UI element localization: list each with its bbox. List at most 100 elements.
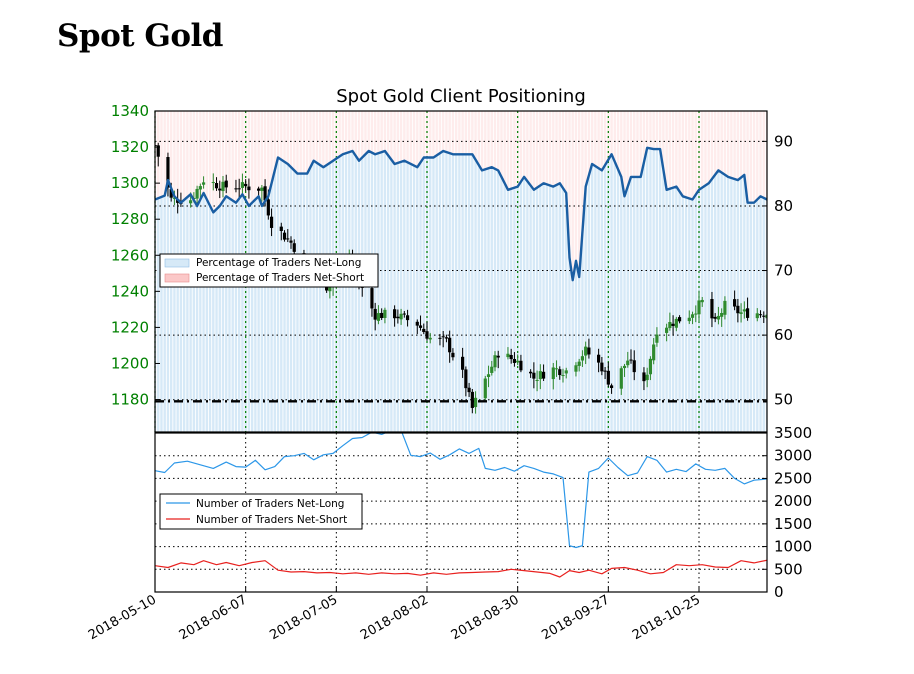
net-long-bar xyxy=(429,157,432,432)
net-long-bar xyxy=(157,198,160,432)
net-short-bar xyxy=(565,111,568,194)
candle-down xyxy=(244,183,248,187)
candle-down xyxy=(214,183,219,189)
right-tick-label: 90 xyxy=(774,132,793,150)
net-short-bar xyxy=(458,111,461,155)
candle-down xyxy=(405,315,410,321)
candle-down xyxy=(541,371,546,379)
net-long-bar xyxy=(231,200,234,432)
candle-down xyxy=(745,308,750,318)
net-short-bar xyxy=(448,111,451,154)
net-short-bar xyxy=(594,111,597,167)
net-short-bar xyxy=(189,111,192,195)
candle-down xyxy=(402,313,406,315)
candle-down xyxy=(609,385,614,389)
net-long-bar xyxy=(325,165,328,432)
net-short-bar xyxy=(513,111,516,188)
candle-up xyxy=(376,313,381,321)
candle-up xyxy=(490,366,494,373)
net-short-bar xyxy=(163,111,166,196)
net-long-bar xyxy=(675,186,678,432)
net-long-bar xyxy=(250,202,254,432)
candle-down xyxy=(373,308,377,320)
right-tick-label: 70 xyxy=(774,262,793,280)
candle-up xyxy=(399,313,403,320)
net-long-bar xyxy=(577,276,581,432)
x-tick-label: 2018-05-10 xyxy=(86,592,159,643)
net-long-bar xyxy=(192,200,196,432)
net-short-bar xyxy=(480,111,484,171)
left-tick-label: 1320 xyxy=(111,138,149,156)
net-long-bar xyxy=(189,194,192,432)
net-short-bar xyxy=(620,111,623,177)
net-short-bar xyxy=(432,111,435,158)
candle-down xyxy=(438,337,442,339)
count-tick-label: 3500 xyxy=(774,424,812,442)
net-short-bar xyxy=(454,111,458,155)
net-long-bar xyxy=(348,152,351,432)
net-long-bar xyxy=(309,167,312,432)
net-long-bar xyxy=(752,202,756,432)
net-short-bar xyxy=(192,111,196,201)
candle-down xyxy=(396,316,400,319)
net-long-bar xyxy=(590,163,594,432)
net-long-bar xyxy=(730,177,733,432)
net-long-bar xyxy=(419,162,422,432)
net-long-bar xyxy=(717,170,720,432)
candle-down xyxy=(733,299,737,307)
candle-up xyxy=(648,358,653,375)
net-short-bar xyxy=(267,111,270,197)
net-short-bar xyxy=(263,111,267,202)
net-long-bar xyxy=(503,183,506,432)
net-long-bar xyxy=(305,173,309,432)
net-short-bar xyxy=(597,111,600,169)
candle-up xyxy=(240,182,245,188)
net-long-bar xyxy=(435,155,438,432)
net-short-bar xyxy=(425,111,429,158)
candle-down xyxy=(519,360,523,371)
net-long-bar xyxy=(386,155,390,432)
candle-up xyxy=(506,353,510,358)
net-short-bar xyxy=(335,111,338,159)
net-long-bar xyxy=(571,280,574,432)
net-long-bar xyxy=(293,170,296,432)
net-short-bar xyxy=(633,111,636,177)
net-short-bar xyxy=(182,111,186,200)
candle-down xyxy=(224,180,228,188)
net-long-bar xyxy=(522,176,526,432)
net-short-bar xyxy=(645,111,649,148)
candle-up xyxy=(687,317,691,322)
net-short-bar xyxy=(416,111,419,168)
net-short-bar xyxy=(713,111,717,175)
net-short-bar xyxy=(173,111,176,197)
net-long-percentage-line xyxy=(155,146,767,282)
net-long-bar xyxy=(597,168,600,432)
net-long-bar xyxy=(749,202,753,432)
net-long-bar xyxy=(364,154,367,432)
x-axis: 2018-05-10 2018-06-07 2018-07-05 2018-08-02… xyxy=(86,587,703,643)
net-short-bar xyxy=(730,111,733,178)
candle-up xyxy=(674,318,678,328)
net-long-bar xyxy=(587,175,591,432)
candle-down xyxy=(671,323,675,326)
candle-down xyxy=(558,369,562,376)
candle-down xyxy=(713,316,717,319)
net-short-bar xyxy=(461,111,464,155)
candle-down xyxy=(218,188,222,191)
net-short-bar xyxy=(419,111,422,163)
x-tick-label: 2018-08-02 xyxy=(358,592,431,643)
net-short-bar xyxy=(743,111,746,175)
net-short-bar xyxy=(506,111,510,190)
net-short-bar xyxy=(270,111,273,184)
x-tick-label: 2018-07-05 xyxy=(267,592,340,643)
candle-down xyxy=(597,354,601,363)
candle-down xyxy=(451,352,455,358)
net-short-bar xyxy=(208,111,212,206)
candle-up xyxy=(723,300,727,315)
net-long-bar xyxy=(367,151,370,432)
net-long-bar xyxy=(681,196,685,432)
net-short-bar xyxy=(354,111,357,156)
net-long-bar xyxy=(234,202,238,432)
candle-down xyxy=(441,336,445,338)
net-long-bar xyxy=(257,196,260,432)
